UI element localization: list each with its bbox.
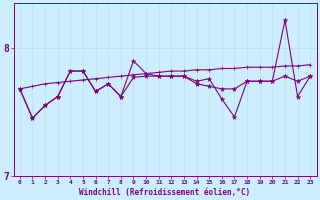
X-axis label: Windchill (Refroidissement éolien,°C): Windchill (Refroidissement éolien,°C) [79, 188, 251, 197]
